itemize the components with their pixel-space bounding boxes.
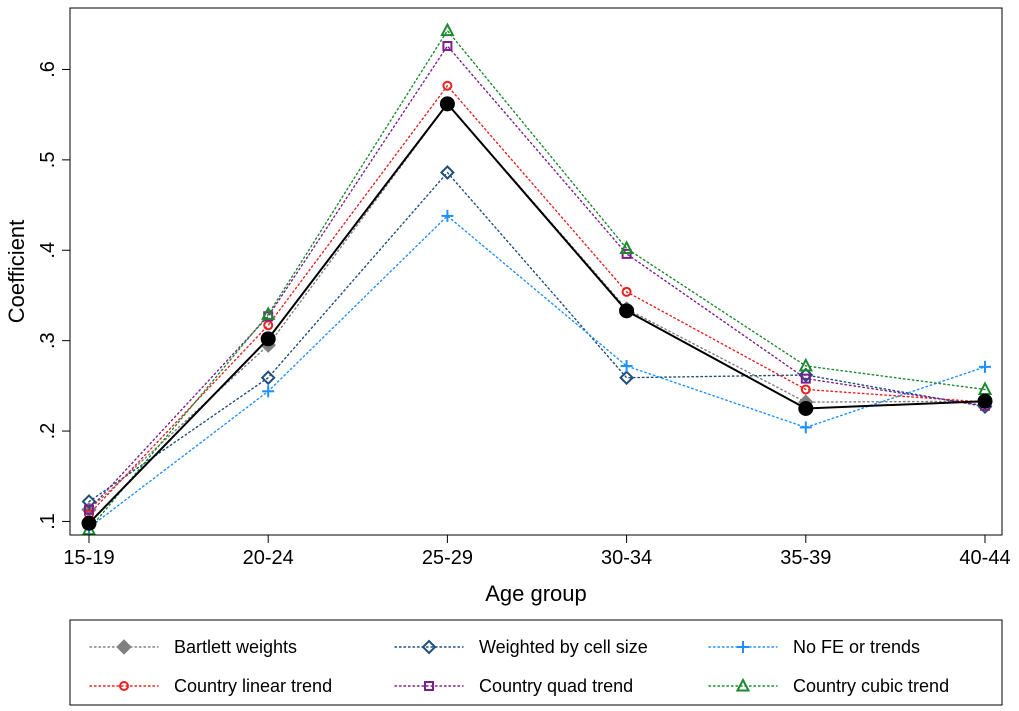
y-tick-label: .6 [37, 61, 59, 78]
y-tick-label: .3 [37, 332, 59, 349]
data-point [798, 357, 813, 372]
data-point [442, 40, 453, 51]
series-4 [84, 40, 990, 515]
data-point [81, 515, 97, 531]
data-point [260, 370, 276, 386]
series-line [88, 102, 986, 511]
data-point [261, 306, 276, 320]
data-point [439, 96, 455, 112]
series-line [88, 84, 986, 515]
plot-area [81, 22, 993, 536]
legend-label: Country cubic trend [793, 676, 949, 696]
y-axis-title: Coefficient [4, 220, 29, 324]
data-point [440, 22, 455, 37]
legend-item: Country cubic trend [708, 676, 949, 696]
legend: Bartlett weights Weighted by cell size No … [69, 619, 1003, 706]
main-series [81, 96, 993, 531]
series-5 [81, 22, 993, 536]
data-point [800, 384, 811, 395]
legend-item: Country linear trend [89, 676, 332, 696]
data-point [977, 381, 993, 395]
y-tick-label: .5 [37, 152, 59, 169]
data-point [979, 360, 991, 373]
legend-label: Bartlett weights [174, 637, 297, 657]
legend-box [69, 619, 1003, 706]
series-line [88, 171, 986, 503]
data-point [800, 373, 811, 384]
data-point [619, 370, 635, 386]
x-tick-label: 35-39 [780, 547, 831, 569]
data-point [619, 303, 635, 319]
data-point [735, 677, 751, 692]
plot-frame [69, 7, 1003, 536]
legend-label: No FE or trends [793, 637, 920, 657]
legend-item: Bartlett weights [89, 637, 297, 657]
data-point [263, 320, 274, 331]
data-point [620, 359, 633, 372]
x-tick-label: 15-19 [63, 547, 114, 569]
data-point [619, 240, 634, 254]
y-tick-label: .1 [37, 513, 59, 530]
legend-label: Country linear trend [174, 676, 332, 696]
series-line [88, 44, 986, 511]
data-point [424, 681, 434, 691]
legend-item: Country quad trend [394, 676, 633, 696]
x-tick-label: 20-24 [243, 547, 294, 569]
main-series-line [88, 102, 986, 524]
data-point [439, 165, 455, 180]
legend-item: Weighted by cell size [394, 637, 648, 657]
data-point [977, 393, 993, 409]
data-point [799, 421, 812, 434]
data-point [421, 639, 437, 655]
data-point [260, 331, 276, 347]
data-point [442, 80, 453, 91]
legend-label: Weighted by cell size [479, 637, 648, 657]
series-1 [81, 165, 993, 509]
series-line [88, 29, 986, 531]
x-tick-label: 30-34 [601, 547, 652, 569]
y-tick-label: .4 [37, 242, 59, 259]
data-point [262, 385, 275, 398]
data-point [84, 504, 94, 515]
data-point [119, 681, 129, 691]
data-point [81, 494, 97, 509]
axes: 15-19 20-24 25-29 30-34 35-39 40-44 .1 .2 .3 .4 .5… [4, 7, 1011, 606]
x-tick-label: 40-44 [959, 547, 1010, 569]
series-0 [81, 96, 993, 518]
data-point [798, 400, 814, 416]
legend-item: No FE or trends [708, 637, 920, 657]
y-tick-label: .2 [37, 423, 59, 440]
data-point [621, 286, 632, 297]
data-point [798, 367, 814, 383]
x-axis-title: Age group [485, 581, 587, 606]
data-point [737, 641, 749, 653]
series-3 [84, 80, 990, 520]
data-point [441, 209, 454, 222]
x-tick-label: 25-29 [422, 547, 473, 569]
data-point [116, 639, 132, 655]
legend-label: Country quad trend [479, 676, 633, 696]
